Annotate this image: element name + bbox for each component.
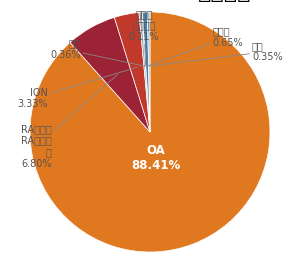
Text: RAまたは
RA類似疾
患
6.80%: RAまたは RA類似疾 患 6.80% bbox=[21, 74, 118, 169]
Wedge shape bbox=[139, 12, 150, 132]
Wedge shape bbox=[70, 17, 150, 132]
Wedge shape bbox=[142, 12, 150, 132]
Text: 初回手術: 初回手術 bbox=[198, 0, 251, 2]
Text: ION
3.33%: ION 3.33% bbox=[17, 67, 137, 109]
Wedge shape bbox=[30, 12, 270, 252]
Wedge shape bbox=[147, 12, 150, 132]
Text: 不明
0.35%: 不明 0.35% bbox=[149, 41, 283, 66]
Wedge shape bbox=[142, 12, 150, 132]
Text: その他
0.65%: その他 0.65% bbox=[147, 26, 243, 66]
Text: OA
88.41%: OA 88.41% bbox=[131, 144, 181, 172]
Text: シャル
コー関節
0.11%: シャル コー関節 0.11% bbox=[129, 9, 159, 66]
Wedge shape bbox=[114, 12, 150, 132]
Text: 外傷
0.36%: 外傷 0.36% bbox=[50, 38, 145, 66]
